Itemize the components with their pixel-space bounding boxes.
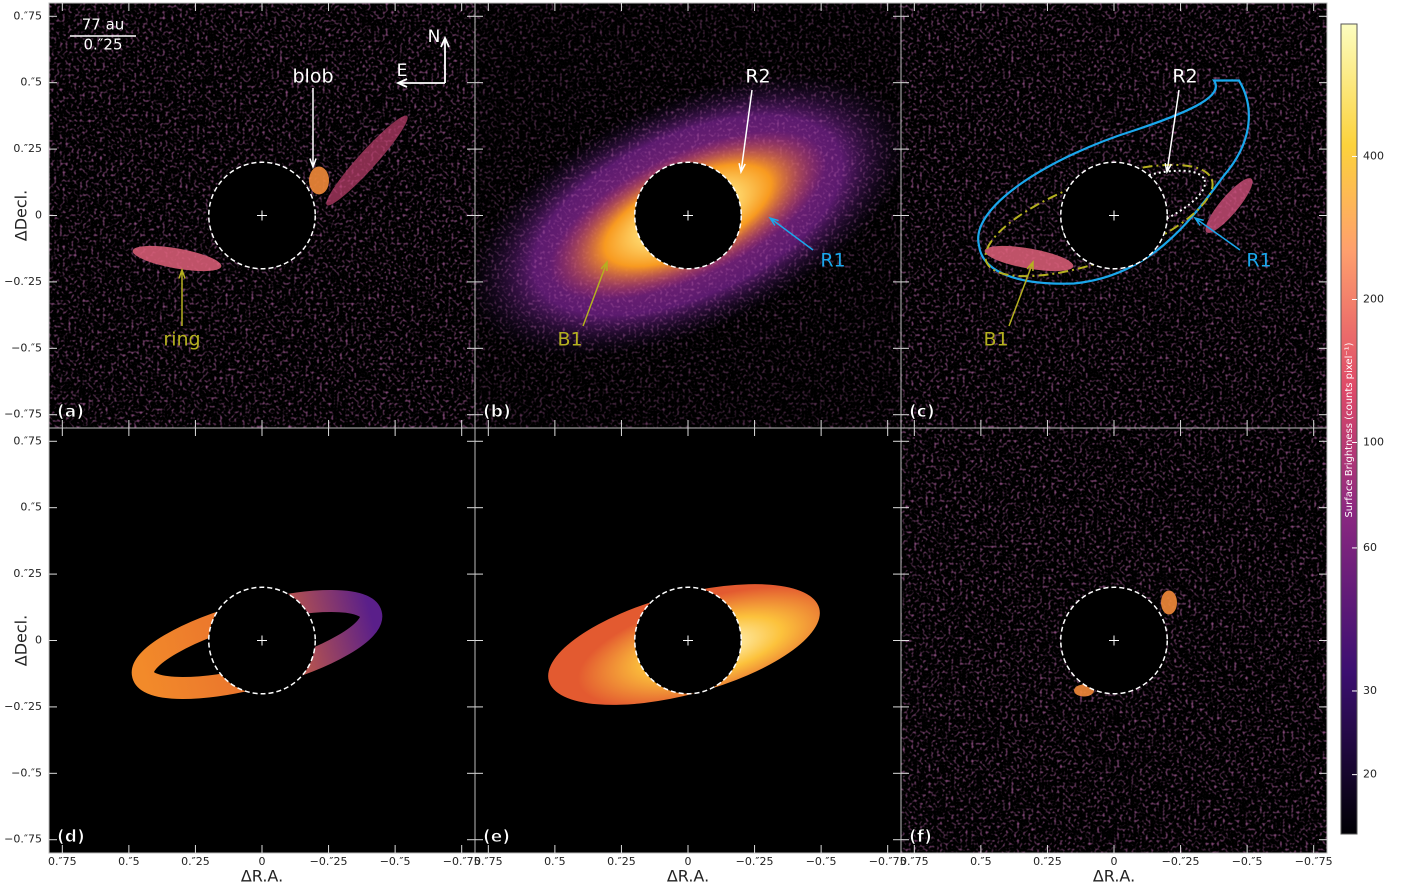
- annotation: R1: [820, 250, 845, 272]
- y-tick-label: 0.″5: [20, 76, 42, 89]
- y-tick-label: 0.″25: [13, 142, 42, 155]
- colorbar-tick-label: 100: [1363, 436, 1384, 449]
- panel: [475, 428, 901, 853]
- colorbar-tick-label: 400: [1363, 149, 1384, 162]
- x-tick-label: −0.″5: [806, 855, 837, 868]
- y-tick-label: −0.″25: [4, 700, 42, 713]
- figure: (a) 0.″75 0.″5 0.″25 0 −0.″25 −0.″5 −0.″75 ΔDecl…: [0, 0, 1411, 888]
- x-tick-label: −0.″25: [736, 855, 774, 868]
- y-tick-label: 0.″25: [13, 567, 42, 580]
- scale-bar-angle: 0.″25: [83, 36, 122, 54]
- y-axis-label: ΔDecl.: [12, 190, 31, 241]
- y-tick-label: 0: [35, 634, 42, 647]
- annotation: R1: [1246, 250, 1271, 272]
- y-tick-label: −0.″5: [11, 766, 42, 779]
- panel: [901, 428, 1327, 853]
- x-tick-label: 0.″5: [544, 855, 566, 868]
- residual: [1161, 591, 1177, 615]
- x-tick-label: 0.″25: [1033, 855, 1062, 868]
- y-tick-label: −0.″25: [4, 275, 42, 288]
- colorbar-tick-label: 30: [1363, 684, 1377, 697]
- x-tick-label: −0.″5: [380, 855, 411, 868]
- colorbar-tick-label: 200: [1363, 292, 1384, 305]
- y-tick-label: 0: [35, 209, 42, 222]
- panel-label: (e): [483, 827, 510, 847]
- panel-label: (b): [483, 402, 511, 422]
- blob: [309, 167, 329, 195]
- colorbar-tick-label: 60: [1363, 541, 1377, 554]
- x-tick-label: 0.″75: [48, 855, 77, 868]
- x-tick-label: −0.″5: [1232, 855, 1263, 868]
- colorbar-tick-label: 20: [1363, 768, 1377, 781]
- compass-east: E: [397, 61, 408, 81]
- x-tick-label: 0.″5: [118, 855, 140, 868]
- x-tick-label: 0.″25: [607, 855, 636, 868]
- x-tick-label: 0.″75: [900, 855, 929, 868]
- x-tick-label: 0.″5: [970, 855, 992, 868]
- x-tick-label: −0.″75: [1295, 855, 1333, 868]
- y-tick-label: −0.″75: [4, 833, 42, 846]
- panel-label: (f): [909, 827, 932, 847]
- y-axis-label: ΔDecl.: [12, 615, 31, 666]
- y-tick-label: 0.″5: [20, 501, 42, 514]
- panel-label: (d): [57, 827, 85, 847]
- annotation: B1: [983, 329, 1008, 351]
- x-tick-label: 0.″75: [474, 855, 503, 868]
- x-axis-label: ΔR.A.: [241, 867, 283, 886]
- annotation: R2: [745, 66, 770, 88]
- panel: [901, 3, 1327, 428]
- y-tick-label: 0.″75: [13, 434, 42, 447]
- annotation: R2: [1172, 66, 1197, 88]
- annotation: B1: [557, 329, 582, 351]
- annotation: ring: [163, 329, 200, 351]
- y-tick-label: −0.″75: [4, 408, 42, 421]
- x-axis-label: ΔR.A.: [1093, 867, 1135, 886]
- panel-label: (c): [909, 402, 935, 422]
- x-axis-label: ΔR.A.: [667, 867, 709, 886]
- y-tick-label: 0.″75: [13, 9, 42, 22]
- panel-label: (a): [57, 402, 84, 422]
- panel: [427, 3, 950, 428]
- panel: [49, 428, 475, 853]
- scale-bar-distance: 77 au: [82, 16, 125, 34]
- annotation: blob: [292, 66, 333, 88]
- compass-north: N: [428, 27, 441, 47]
- x-tick-label: −0.″25: [1162, 855, 1200, 868]
- colorbar-label: Surface Brightness (counts pixel⁻¹): [1344, 342, 1355, 517]
- panel: [49, 3, 475, 428]
- x-tick-label: −0.″25: [310, 855, 348, 868]
- x-tick-label: 0.″25: [181, 855, 210, 868]
- y-tick-label: −0.″5: [11, 341, 42, 354]
